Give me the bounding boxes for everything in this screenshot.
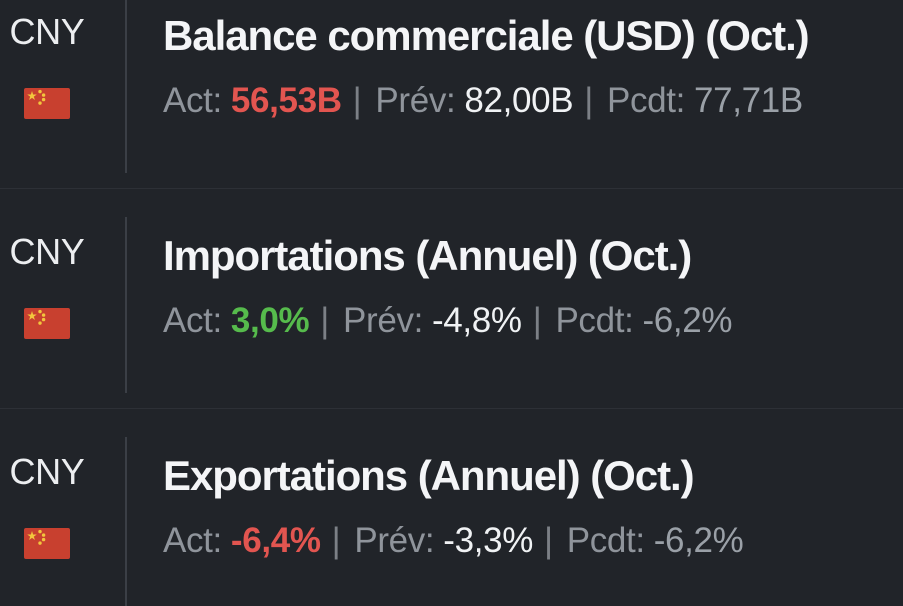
event-title: Balance commerciale (USD) (Oct.)	[163, 12, 810, 59]
event-stats: Act: 56,53B | Prév: 82,00B | Pcdt: 77,71B	[163, 80, 903, 122]
actual-value: 3,0%	[230, 300, 310, 340]
actual-label: Act:	[163, 80, 222, 120]
event-content: Balance commerciale (USD) (Oct.) Act: 56,…	[127, 0, 903, 188]
event-stats: Act: 3,0% | Prév: -4,8% | Pcdt: -6,2%	[163, 300, 903, 342]
actual-value: 56,53B	[230, 80, 342, 120]
previous-value: -6,2%	[642, 300, 733, 340]
stats-separator: |	[543, 520, 553, 560]
event-stats: Act: -6,4% | Prév: -3,3% | Pcdt: -6,2%	[163, 520, 903, 562]
stats-separator: |	[584, 80, 593, 120]
event-content: Exportations (Annuel) (Oct.) Act: -6,4% | P…	[127, 409, 903, 606]
currency-column: CNY	[0, 0, 125, 188]
forecast-value: 82,00B	[464, 80, 574, 120]
currency-column: CNY	[0, 189, 125, 408]
vertical-divider	[125, 0, 127, 173]
actual-label: Act:	[163, 520, 222, 560]
china-flag-icon	[24, 528, 70, 560]
forecast-label: Prév:	[343, 300, 423, 340]
event-title: Importations (Annuel) (Oct.)	[163, 232, 692, 279]
forecast-label: Prév:	[375, 80, 456, 120]
currency-code: CNY	[9, 451, 85, 492]
stats-separator: |	[331, 520, 341, 560]
actual-label: Act:	[163, 300, 222, 340]
previous-value: 77,71B	[693, 80, 803, 120]
currency-code: CNY	[9, 11, 85, 52]
event-title: Exportations (Annuel) (Oct.)	[163, 452, 695, 499]
event-content: Importations (Annuel) (Oct.) Act: 3,0% | Pr…	[127, 189, 903, 408]
event-row[interactable]: CNY Exportations (Annuel) (Oct.) Act: -6,…	[0, 409, 903, 606]
vertical-divider	[125, 437, 127, 606]
previous-label: Pcdt:	[606, 80, 685, 120]
actual-value: -6,4%	[230, 520, 321, 560]
stats-separator: |	[352, 80, 362, 120]
previous-value: -6,2%	[653, 520, 744, 560]
forecast-value: -3,3%	[443, 520, 533, 560]
stats-separator: |	[320, 300, 330, 340]
previous-label: Pcdt:	[555, 300, 634, 340]
event-row[interactable]: CNY Importations (Annuel) (Oct.) Act: 3,0…	[0, 189, 903, 409]
stats-separator: |	[532, 300, 542, 340]
forecast-label: Prév:	[354, 520, 435, 560]
vertical-divider	[125, 217, 127, 393]
event-row[interactable]: CNY Balance commerciale (USD) (Oct.) Act…	[0, 0, 903, 189]
currency-code: CNY	[9, 231, 85, 272]
china-flag-icon	[24, 308, 70, 340]
china-flag-icon	[24, 88, 70, 120]
forecast-value: -4,8%	[432, 300, 522, 340]
currency-column: CNY	[0, 409, 125, 606]
previous-label: Pcdt:	[566, 520, 645, 560]
